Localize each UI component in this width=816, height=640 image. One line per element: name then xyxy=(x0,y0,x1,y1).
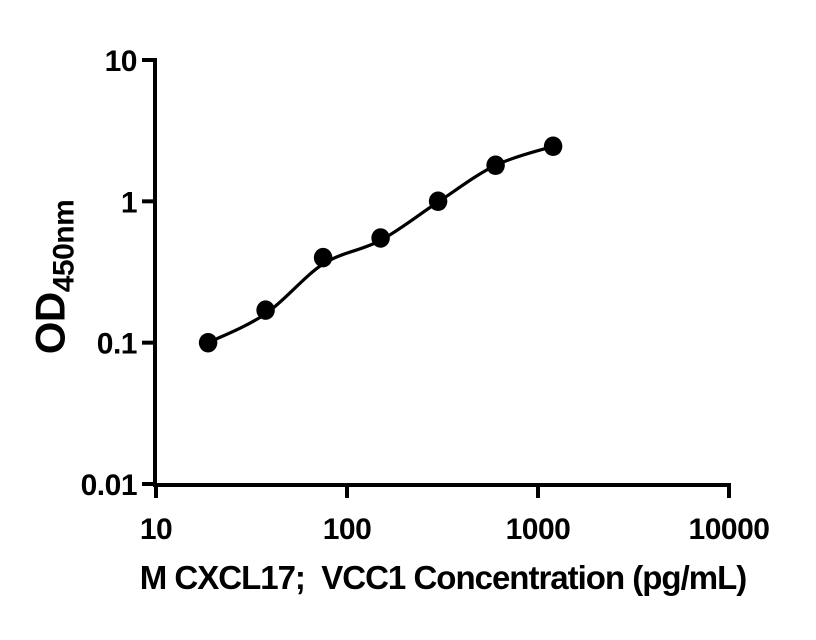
data-point-marker xyxy=(256,300,275,320)
data-point-marker xyxy=(371,228,390,248)
data-point-marker xyxy=(543,136,563,157)
x-tick-label: 100 xyxy=(323,513,372,546)
x-tick-label: 10000 xyxy=(689,513,770,546)
data-point-marker xyxy=(486,155,505,176)
y-tick-label: 10 xyxy=(105,45,137,78)
x-tick-label: 10 xyxy=(140,513,172,546)
y-axis-title-subscript: 450nm xyxy=(47,199,81,293)
x-tick-label: 1000 xyxy=(506,513,571,546)
y-axis-title: OD450nm xyxy=(27,200,82,355)
y-tick-label: 0.01 xyxy=(81,469,137,502)
y-axis-title-main: OD xyxy=(26,292,74,355)
x-axis-title: M CXCL17; VCC1 Concentration (pg/mL) xyxy=(139,559,748,596)
data-point-marker xyxy=(428,191,448,212)
data-point-marker xyxy=(198,332,218,353)
y-tick-label: 1 xyxy=(121,186,137,219)
data-point-marker xyxy=(313,247,333,268)
y-tick-label: 0.1 xyxy=(97,328,137,361)
